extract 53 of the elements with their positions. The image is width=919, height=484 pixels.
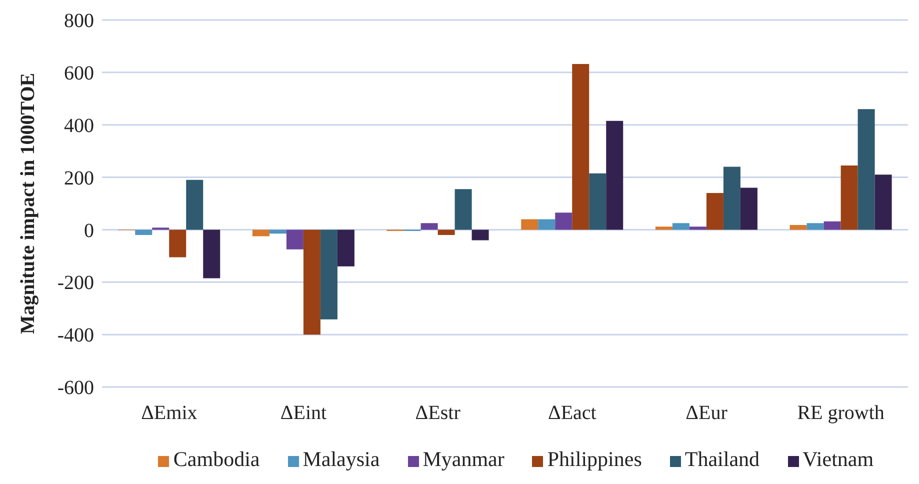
bar <box>740 188 758 230</box>
bar <box>655 226 672 230</box>
bar <box>286 230 304 250</box>
x-tick-label: ΔEur <box>686 402 728 424</box>
legend-label: Vietnam <box>802 447 874 471</box>
legend-label: Cambodia <box>173 447 260 471</box>
y-tick-label: -200 <box>57 272 94 294</box>
x-tick-label: RE growth <box>797 402 884 424</box>
bar <box>555 212 572 230</box>
x-tick-label: ΔEint <box>280 402 328 424</box>
legend-label: Myanmar <box>422 447 504 471</box>
bar <box>874 174 892 230</box>
y-axis-title: Magnitute impact in 1000TOE <box>17 72 39 334</box>
bar <box>337 230 354 266</box>
x-tick-label: ΔEmix <box>141 402 198 424</box>
bar <box>858 109 875 230</box>
bar <box>840 165 858 230</box>
bar <box>824 221 841 230</box>
bar <box>790 224 807 230</box>
bar <box>538 219 556 230</box>
bar <box>723 166 740 230</box>
bar <box>135 230 152 235</box>
bar <box>186 180 204 230</box>
bar <box>269 230 286 234</box>
y-tick-label: 600 <box>64 62 94 85</box>
y-tick-label: -400 <box>57 324 94 347</box>
x-tick-label: ΔEstr <box>415 402 461 424</box>
y-tick-label: 200 <box>64 167 94 190</box>
y-tick-label: -600 <box>57 377 94 400</box>
bar <box>572 64 590 230</box>
y-tick-label: 400 <box>64 114 94 137</box>
legend-label: Thailand <box>684 447 760 471</box>
bar <box>689 226 706 230</box>
legend-label: Malaysia <box>302 447 380 471</box>
y-tick-label: 0 <box>84 220 94 242</box>
bar <box>454 189 472 230</box>
bar <box>672 223 690 230</box>
bar <box>420 223 438 230</box>
bar <box>589 173 606 230</box>
bar <box>706 193 724 230</box>
bar <box>606 120 624 230</box>
x-tick-label: ΔEact <box>548 402 597 424</box>
y-tick-label: 800 <box>64 10 94 32</box>
bar <box>521 219 538 230</box>
bar <box>320 230 338 320</box>
bar <box>806 223 824 230</box>
bar <box>203 230 220 278</box>
bar <box>252 230 270 236</box>
bar <box>472 230 489 240</box>
bar <box>169 230 186 258</box>
legend-label: Philippines <box>547 447 642 471</box>
bar <box>438 230 455 235</box>
bar <box>303 230 320 335</box>
